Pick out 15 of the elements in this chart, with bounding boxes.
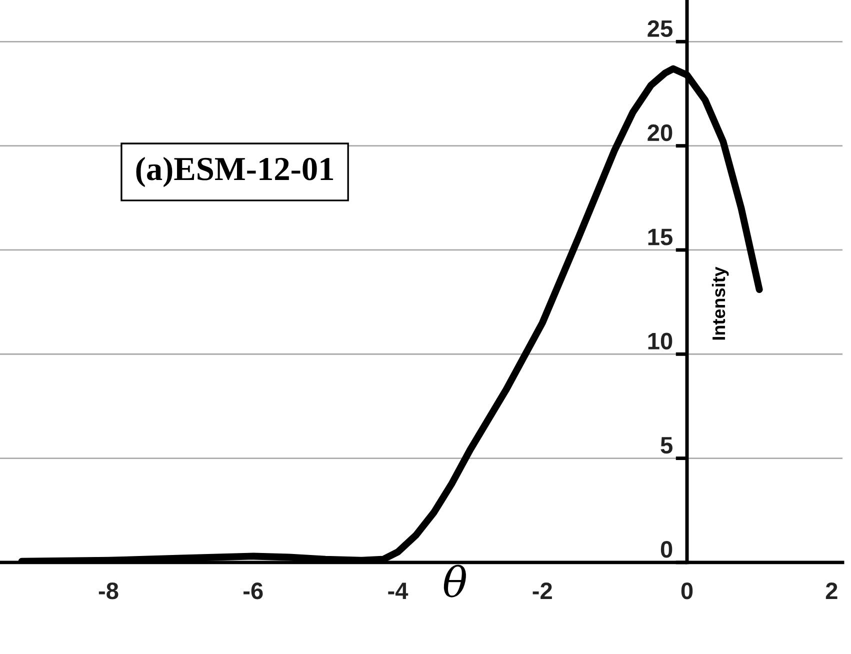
y-tick-label: 25 [648,20,672,37]
y-tick-label: 15 [648,228,672,246]
y-tick-label: 0 [660,541,672,558]
annotation: (a)ESM-12-01 [136,156,334,188]
y-tick-label: 5 [660,437,672,454]
x-tick-label: 2 [826,582,838,599]
y-tick-label: 10 [648,332,672,350]
x-tick-label: -6 [244,582,263,600]
x-tick-label: -2 [532,582,552,599]
x-axis-title: θ [444,564,466,598]
x-tick-label: -4 [388,582,408,599]
x-tick-label: 0 [681,582,693,600]
y-tick-label: 20 [648,124,672,142]
y-axis-title: Intensity [712,266,729,340]
x-tick-label: -8 [98,582,118,600]
